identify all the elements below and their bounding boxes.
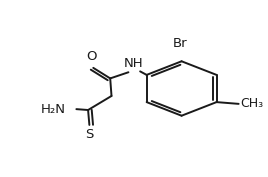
Text: CH₃: CH₃: [240, 97, 263, 110]
Text: NH: NH: [124, 57, 143, 70]
Text: H₂N: H₂N: [41, 103, 66, 116]
Text: O: O: [86, 50, 96, 64]
Text: Br: Br: [173, 37, 188, 50]
Text: S: S: [85, 128, 94, 141]
